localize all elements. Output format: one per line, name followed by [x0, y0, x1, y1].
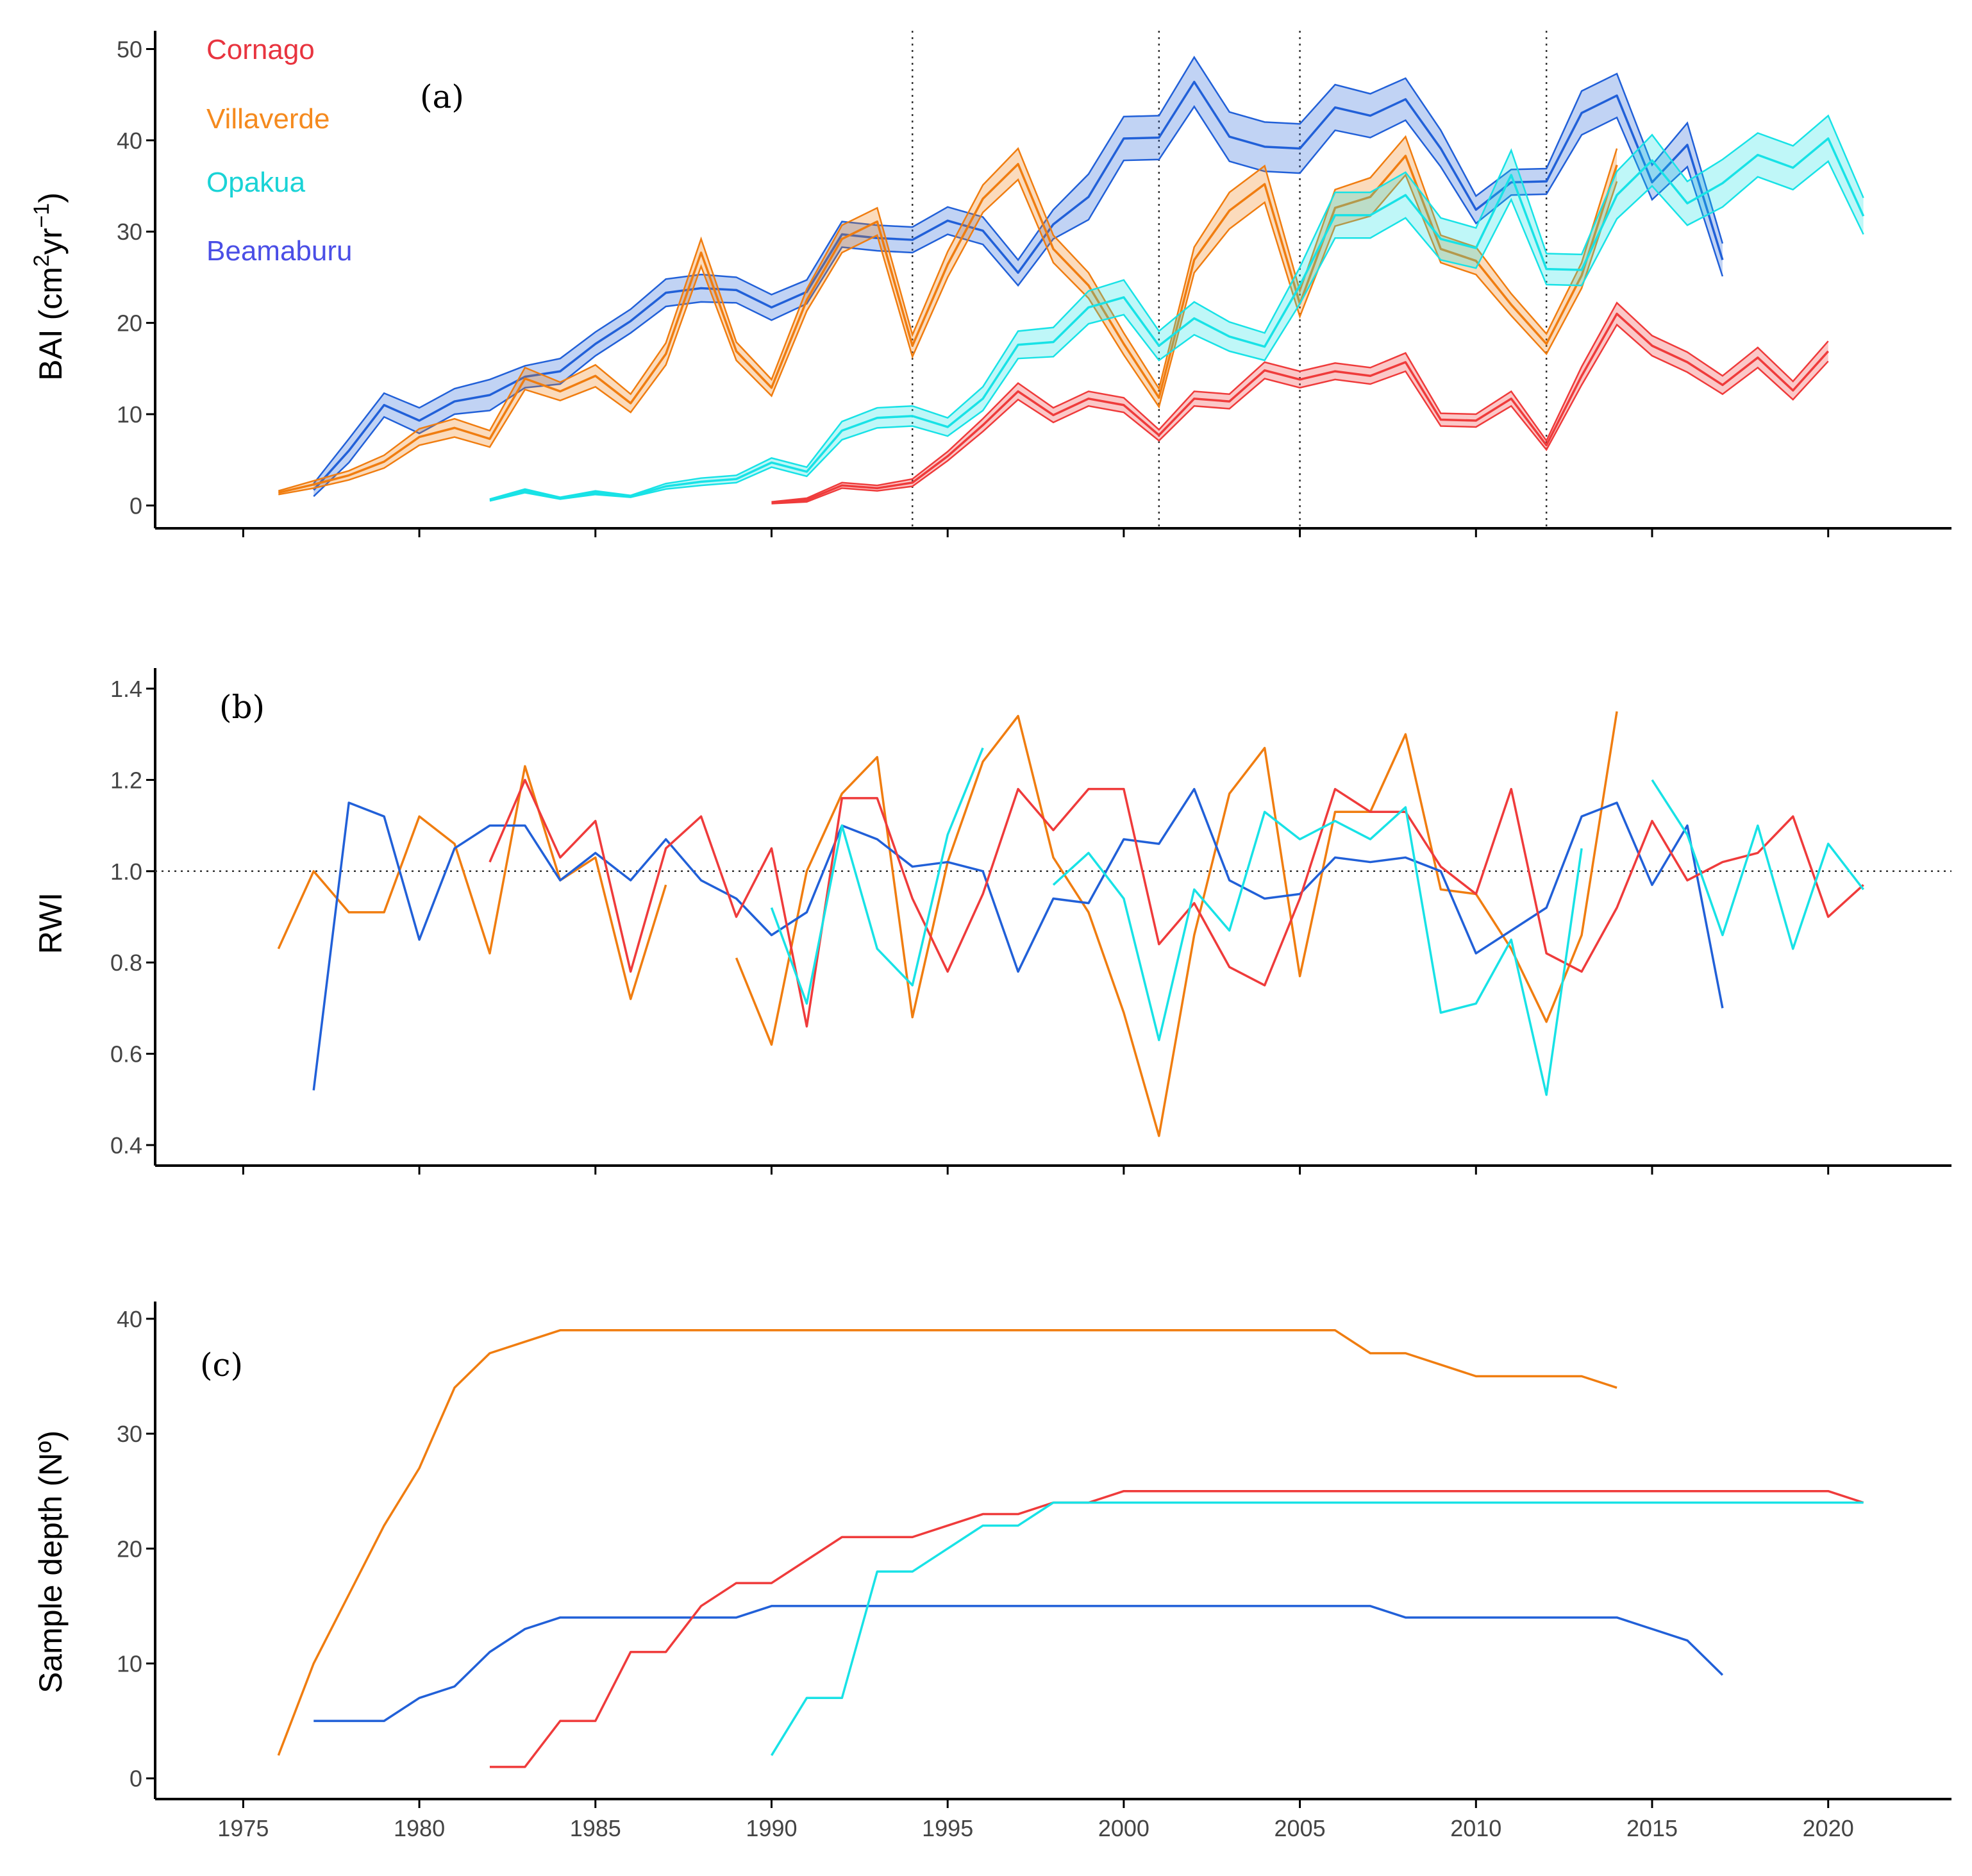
opakua-line — [1052, 806, 1583, 1096]
panel-c-x-tick-label: 1975 — [217, 1815, 269, 1841]
cornago-ci-lower-line — [771, 323, 1829, 505]
panel-c-plot-area: 0 10 20 30 40 1975 1980 1985 1990 1995 2000 2005 201… — [117, 1302, 1951, 1841]
beamaburu-ci-band — [313, 57, 1723, 497]
panel-c-x-tick-label: 2000 — [1098, 1815, 1149, 1841]
opakua-line — [770, 747, 984, 1005]
opakua-line — [770, 1501, 1864, 1756]
beamaburu-line — [313, 1605, 1724, 1722]
panel-b-y-tick-label: 0.4 — [110, 1132, 142, 1159]
panel-c-x-tick-label: 1980 — [394, 1815, 445, 1841]
panel-c-y-tick-label: 30 — [117, 1421, 142, 1447]
panel-b-y-axis-title: RWI — [33, 892, 69, 954]
panel-a-y-tick-label: 0 — [130, 492, 142, 519]
panel-c-y-tick-label: 10 — [117, 1651, 142, 1677]
legend: Cornago Villaverde Opakua Beamaburu — [206, 34, 352, 267]
panel-b-y-tick-label: 1.4 — [110, 676, 142, 702]
panel-a-y-tick-label: 20 — [117, 310, 142, 337]
panel-b-tag: (b) — [219, 689, 265, 726]
panel-a-y-tick-label: 10 — [117, 401, 142, 428]
panel-c-x-tick-label: 2020 — [1803, 1815, 1854, 1841]
panel-a-y-tick-label: 30 — [117, 219, 142, 245]
panel-c-y-tick-label: 40 — [117, 1306, 142, 1332]
panel-a-tag: (a) — [420, 78, 464, 115]
panel-b-plot-area: 0.4 0.6 0.8 1.0 1.2 1.4 — [110, 668, 1951, 1175]
villaverde-mean-line — [278, 155, 1618, 494]
opakua-ci-lower-line — [489, 160, 1864, 502]
panel-b-y-tick-label: 1.2 — [110, 767, 142, 793]
panel-c-x-tick-label: 1995 — [922, 1815, 973, 1841]
beamaburu-ci-lower-line — [313, 105, 1724, 498]
cornago-ci-upper-line — [771, 301, 1829, 503]
opakua-ci-upper-line — [489, 114, 1864, 500]
cornago-mean-line — [771, 312, 1830, 504]
panel-a-y-axis-title: BAI (cm2yr−1) — [29, 192, 69, 381]
cornago-line — [489, 1489, 1864, 1768]
panel-a-plot-area: 0 10 20 30 40 50 — [117, 31, 1951, 537]
legend-beamaburu: Beamaburu — [206, 235, 352, 267]
beamaburu-line — [312, 787, 1724, 1091]
panel-b-y-tick-label: 1.0 — [110, 858, 142, 885]
villaverde-line — [277, 765, 667, 1000]
panel-c-x-tick-label: 2010 — [1450, 1815, 1501, 1841]
legend-opakua: Opakua — [206, 167, 306, 198]
panel-c-y-tick-label: 20 — [117, 1536, 142, 1562]
panel-c-x-tick-label: 2005 — [1274, 1815, 1326, 1841]
panel-c-y-tick-label: 0 — [130, 1766, 142, 1792]
panel-c-x-tick-label: 1985 — [570, 1815, 621, 1841]
panel-a-bai: 0 10 20 30 40 50 (a) BAI (cm2yr−1) Cornago Vi… — [29, 31, 1951, 537]
legend-villaverde: Villaverde — [206, 103, 330, 135]
panel-c-tag: (c) — [200, 1346, 243, 1384]
opakua-ci-band — [489, 115, 1864, 501]
villaverde-ci-upper-line — [278, 135, 1618, 492]
panel-c-x-tick-label: 1990 — [746, 1815, 797, 1841]
panel-c-y-axis-title: Sample depth (Nº) — [33, 1430, 69, 1693]
cornago-line — [489, 778, 1864, 1028]
panel-c-x-tick-label: 2015 — [1626, 1815, 1678, 1841]
opakua-line — [1651, 779, 1865, 950]
panel-b-rwi: 0.4 0.6 0.8 1.0 1.2 1.4 (b) RWI — [33, 668, 1951, 1175]
villaverde-ci-lower-line — [278, 173, 1618, 496]
villaverde-line — [277, 1329, 1617, 1756]
legend-cornago: Cornago — [206, 34, 315, 65]
panel-b-y-tick-label: 0.8 — [110, 950, 142, 976]
panel-b-y-tick-label: 0.6 — [110, 1041, 142, 1068]
panel-c-sample-depth: 0 10 20 30 40 1975 1980 1985 1990 1995 2000 2005 201… — [33, 1302, 1951, 1841]
beamaburu-ci-upper-line — [313, 55, 1724, 485]
panel-a-y-tick-label: 40 — [117, 128, 142, 154]
villaverde-line — [735, 711, 1618, 1137]
panel-a-y-tick-label: 50 — [117, 36, 142, 62]
opakua-mean-line — [489, 137, 1865, 501]
